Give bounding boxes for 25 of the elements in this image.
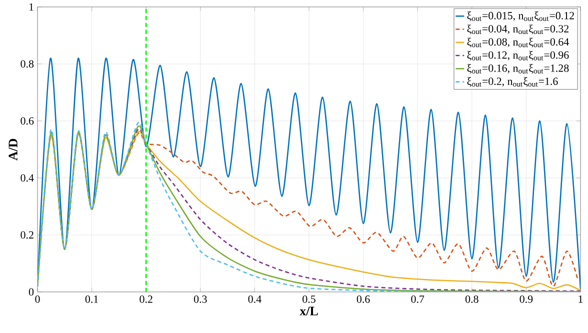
x-tick-label: 1 [578, 295, 583, 303]
y-tick-label: 0 [28, 288, 34, 296]
x-tick-label: 0.1 [85, 295, 98, 303]
y-tick-label: 0.2 [20, 231, 34, 239]
legend-label: ξ$_{out}$=0.015, n$_{out}$ξ$_{out}$=0.12 [467, 12, 574, 22]
x-tick-label: 0.3 [194, 295, 207, 303]
legend-label: ξ$_{out}$=0.16, n$_{out}$ξ$_{out}$=1.28 [467, 64, 569, 74]
x-tick-label: 0 [35, 295, 40, 303]
legend-label: ξ$_{out}$=0.04, n$_{out}$ξ$_{out}$=0.32 [467, 24, 569, 34]
y-tick-label: 1 [29, 3, 34, 11]
x-tick-label: 0.5 [302, 295, 316, 303]
y-axis-title: A/D [8, 138, 18, 160]
y-tick-label: 0.8 [20, 60, 34, 68]
y-tick-label: 0.6 [20, 117, 34, 125]
legend-label: ξ$_{out}$=0.08, n$_{out}$ξ$_{out}$=0.64 [467, 38, 569, 48]
x-tick-label: 0.6 [356, 295, 370, 303]
legend-label: ξ$_{out}$=0.12, n$_{out}$ξ$_{out}$=0.96 [467, 50, 569, 61]
y-tick-label: 0.4 [20, 174, 34, 182]
x-tick-label: 0.4 [248, 295, 262, 303]
x-tick-label: 0.9 [520, 295, 533, 303]
x-tick-label: 0.2 [140, 295, 152, 303]
x-tick-label: 0.8 [465, 295, 478, 303]
x-tick-label: 0.7 [411, 295, 424, 303]
x-axis-title: x/L [300, 306, 318, 316]
legend-label: ξ$_{out}$=0.2, n$_{out}$ξ$_{out}$=1.6 [467, 77, 558, 87]
